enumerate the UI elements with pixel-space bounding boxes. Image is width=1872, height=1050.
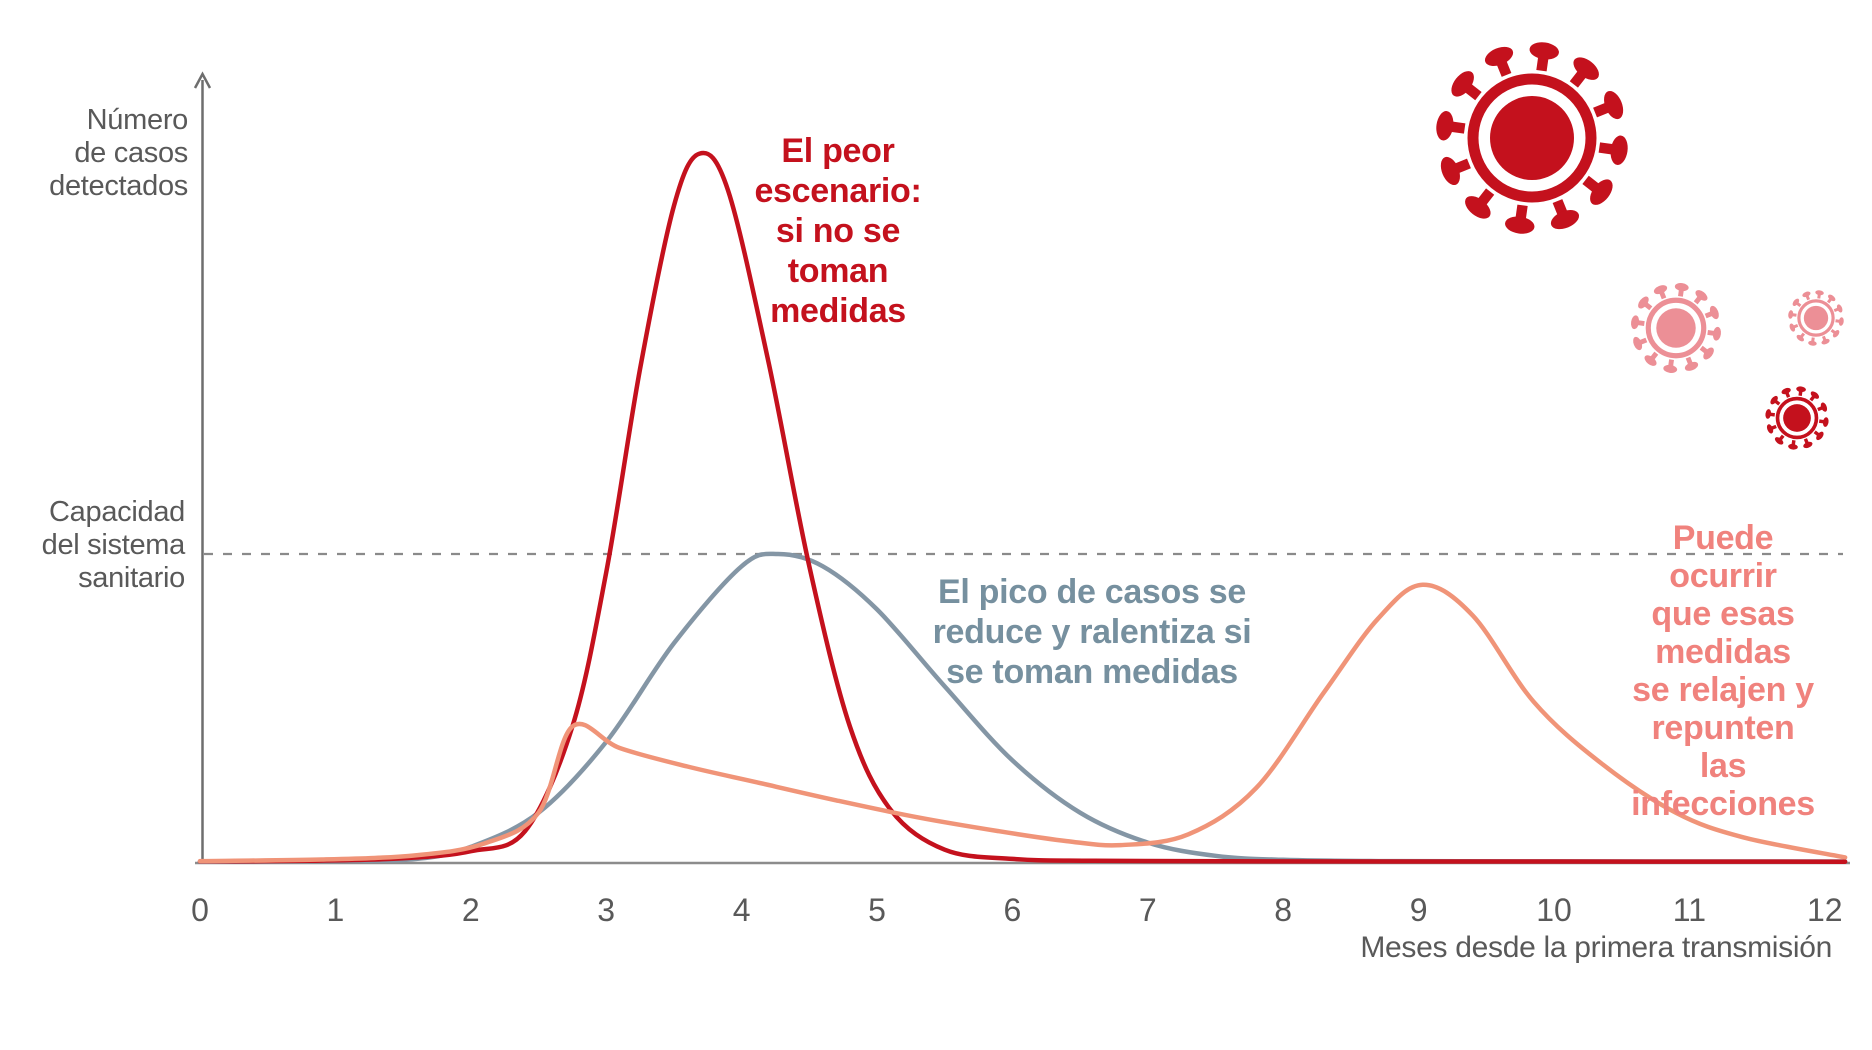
capacity-label: Capacidad del sistema sanitario	[41, 496, 186, 594]
x-tick-label: 6	[1003, 892, 1022, 928]
x-tick-label: 3	[597, 892, 616, 928]
annotation-measures-taken: El pico de casos se reduce y ralentiza s…	[932, 573, 1252, 691]
annotation-worst-case: El peor escenario: si no se toman medida…	[754, 132, 922, 330]
y-axis-label: Número de casos detectados	[49, 104, 188, 202]
annotation-measures-relaxed: Puede ocurrir que esas medidas se relaje…	[1631, 519, 1815, 823]
virus-large-icon	[1436, 42, 1628, 234]
virus-small-red-icon	[1765, 386, 1829, 450]
x-tick-label: 0	[191, 892, 209, 928]
virus-small-pink-icon	[1788, 290, 1844, 346]
x-tick-label: 4	[732, 892, 751, 928]
chart-dynamic-layer	[197, 42, 1848, 864]
x-tick-label: 8	[1274, 892, 1293, 928]
x-tick-label: 9	[1409, 892, 1428, 928]
virus-medium-pink-icon	[1631, 283, 1721, 373]
x-tick-label: 2	[461, 892, 480, 928]
y-axis-arrow-icon	[193, 71, 212, 89]
x-axis-title: Meses desde la primera transmisión	[1360, 931, 1832, 964]
worst-case-curve	[197, 150, 1848, 864]
x-tick-label: 1	[326, 892, 345, 928]
x-tick-label: 12	[1807, 892, 1843, 928]
measures-relaxed-curve	[197, 582, 1848, 864]
x-tick-label: 5	[868, 892, 886, 928]
x-tick-label: 11	[1672, 892, 1706, 928]
x-tick-label: 7	[1138, 892, 1157, 928]
x-tick-label: 10	[1536, 892, 1572, 928]
